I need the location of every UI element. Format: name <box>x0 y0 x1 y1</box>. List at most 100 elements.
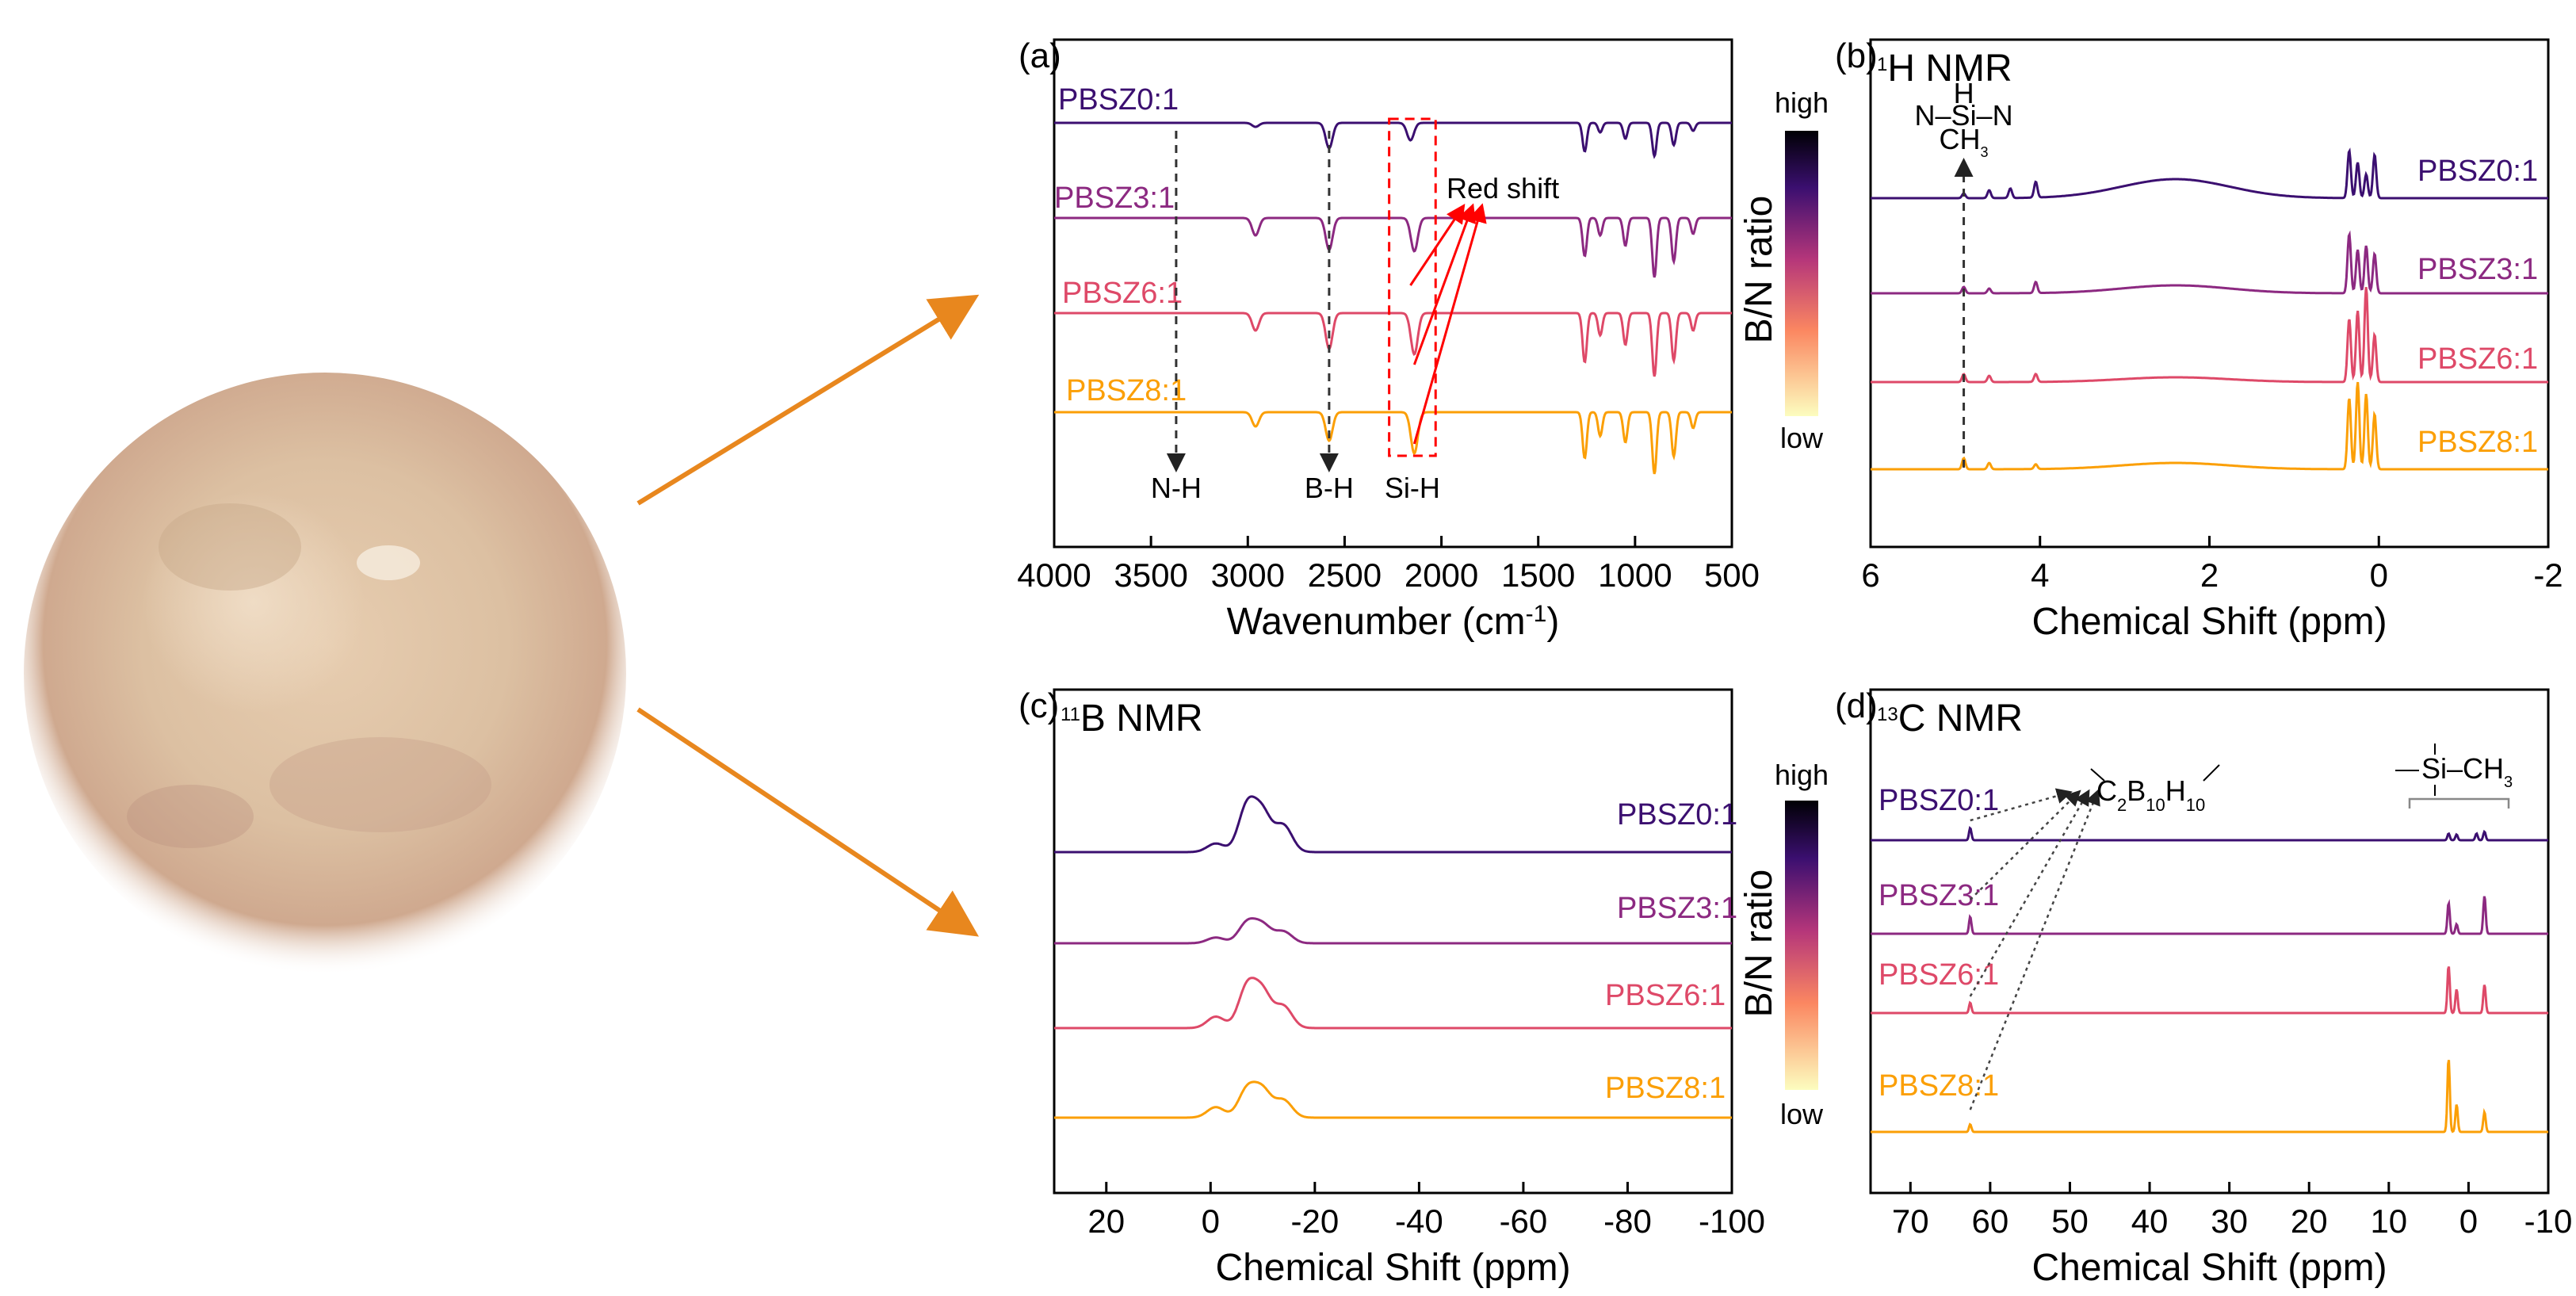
colorbar-top: high low B/N ratio <box>1738 86 1829 454</box>
x-tick-label: 10 <box>2370 1202 2407 1240</box>
x-tick-label: 2000 <box>1405 556 1478 594</box>
series-label: PBSZ8:1 <box>1066 374 1187 407</box>
panel-1h-nmr: 6 4 2 0 -2 Chemical Shift (ppm) (b) 1H NMR PBSZ0… <box>1835 36 2563 643</box>
series-line-pbsz0-1 <box>1871 147 2548 200</box>
x-tick-label: 60 <box>1972 1202 2009 1240</box>
panel-label: (a) <box>1019 36 1061 75</box>
x-tick-label: 3500 <box>1114 556 1187 594</box>
x-tick-label: 6 <box>1861 556 1879 594</box>
series-line-pbsz0-1 <box>1054 121 1732 159</box>
red-shift-arrow <box>1412 203 1477 365</box>
x-tick-label: -80 <box>1603 1202 1652 1240</box>
colorbar-gradient <box>1785 801 1818 1090</box>
series-line-pbsz6-1 <box>1054 312 1732 377</box>
series-line-pbsz3-1 <box>1871 896 2548 935</box>
x-tick-label: 0 <box>2370 556 2388 594</box>
series-label: PBSZ3:1 <box>1617 892 1737 925</box>
colorbar-low-label: low <box>1780 422 1824 454</box>
panel-ftir: 4000 3500 3000 2500 2000 1500 1000 500 Wavenumbe… <box>1017 36 1760 643</box>
arrow-to-nmr <box>636 707 979 937</box>
series-label: PBSZ8:1 <box>1605 1072 1726 1105</box>
x-tick-label: -10 <box>2524 1202 2573 1240</box>
x-tick-label: -20 <box>1290 1202 1339 1240</box>
x-tick-label: 4000 <box>1017 556 1091 594</box>
panel-title: 11B NMR <box>1061 698 1203 740</box>
panel-title: 13C NMR <box>1877 698 2023 740</box>
x-tick-label: 40 <box>2131 1202 2169 1240</box>
series-label: PBSZ8:1 <box>2417 426 2538 459</box>
series-line-pbsz8-1 <box>1871 1060 2548 1134</box>
series-line-pbsz6-1 <box>1871 966 2548 1015</box>
series-label: PBSZ0:1 <box>1878 784 1999 817</box>
panel-label: (c) <box>1019 686 1059 725</box>
x-tick-label: 2 <box>2200 556 2219 594</box>
series-line-pbsz0-1 <box>1871 826 2548 842</box>
x-tick-label: -40 <box>1395 1202 1443 1240</box>
series-label: PBSZ3:1 <box>2417 253 2538 286</box>
series-label: PBSZ8:1 <box>1878 1069 1999 1103</box>
sample-photo <box>24 373 626 975</box>
carborane-label: C2B10H10 <box>2096 774 2205 815</box>
x-tick-label: -100 <box>1699 1202 1765 1240</box>
colorbar-high-label: high <box>1775 86 1829 119</box>
panel-13c-nmr: 70 60 50 40 30 20 10 0 -10 Chemical Shift (ppm) (d… <box>1835 686 2572 1289</box>
series-line-pbsz3-1 <box>1054 216 1732 278</box>
series-label: PBSZ3:1 <box>1878 879 1999 912</box>
series-line-pbsz3-1 <box>1054 917 1732 945</box>
plot-frame <box>1869 688 2550 1195</box>
series-label: PBSZ3:1 <box>1054 182 1175 215</box>
series-line-pbsz6-1 <box>1871 287 2548 384</box>
x-tick-label: 1000 <box>1598 556 1672 594</box>
x-tick-label: 2500 <box>1308 556 1382 594</box>
panel-title: 1H NMR <box>1877 48 2012 90</box>
x-tick-label: 1500 <box>1501 556 1575 594</box>
x-tick-label: -60 <box>1500 1202 1548 1240</box>
x-tick-label: 500 <box>1704 556 1760 594</box>
x-tick-label: 50 <box>2051 1202 2089 1240</box>
carborane-pointer <box>1970 788 2073 822</box>
series-line-pbsz0-1 <box>1054 795 1732 854</box>
silyl-bracket <box>2408 797 2510 809</box>
x-tick-label: 30 <box>2211 1202 2248 1240</box>
series-label: PBSZ6:1 <box>1605 979 1726 1012</box>
sih-label: Si-H <box>1385 472 1440 504</box>
plot-frame <box>1053 38 1733 549</box>
x-tick-label: 70 <box>1892 1202 1929 1240</box>
nh-label: N-H <box>1151 472 1202 504</box>
colorbar-bottom: high low B/N ratio <box>1738 759 1829 1130</box>
colorbar-title: B/N ratio <box>1738 196 1780 344</box>
red-shift-arrow <box>1409 204 1466 286</box>
x-axis-title: Wavenumber (cm-1) <box>1227 601 1560 644</box>
red-shift-label: Red shift <box>1447 172 1559 205</box>
series-label: PBSZ6:1 <box>1878 958 1999 992</box>
bh-label: B-H <box>1305 472 1354 504</box>
series-line-pbsz8-1 <box>1054 411 1732 475</box>
colorbar-title: B/N ratio <box>1738 870 1780 1018</box>
x-tick-label: 0 <box>1202 1202 1220 1240</box>
colorbar-gradient <box>1785 131 1818 416</box>
structure-ch3-label: CH3 <box>1940 123 1989 160</box>
x-axis-title: Chemical Shift (ppm) <box>1215 1247 1570 1289</box>
silyl-methyl-label: Si–CH3 <box>2421 752 2513 791</box>
arrow-to-ftir <box>636 294 980 506</box>
x-tick-label: 20 <box>1087 1202 1125 1240</box>
x-axis-title: Chemical Shift (ppm) <box>2031 601 2387 643</box>
sih-highlight-box <box>1388 117 1437 457</box>
series-line-pbsz8-1 <box>1871 381 2548 471</box>
x-tick-label: 20 <box>2291 1202 2328 1240</box>
series-line-pbsz3-1 <box>1871 230 2548 295</box>
colorbar-low-label: low <box>1780 1098 1824 1130</box>
series-label: PBSZ0:1 <box>2417 155 2538 188</box>
panel-label: (d) <box>1835 686 1878 725</box>
panel-11b-nmr: 20 0 -20 -40 -60 -80 -100 Chemical Shift (ppm) (… <box>1019 686 1765 1289</box>
red-shift-arrow <box>1412 203 1487 445</box>
structure-h-label: H <box>1954 77 1974 109</box>
colorbar-high-label: high <box>1775 759 1829 791</box>
series-label: PBSZ0:1 <box>1058 83 1179 117</box>
structure-nsin-label: N–Si–N <box>1915 99 2013 132</box>
x-tick-label: 3000 <box>1211 556 1285 594</box>
plot-frame <box>1053 688 1733 1195</box>
panel-label: (b) <box>1835 36 1878 75</box>
x-axis-title: Chemical Shift (ppm) <box>2031 1247 2387 1289</box>
